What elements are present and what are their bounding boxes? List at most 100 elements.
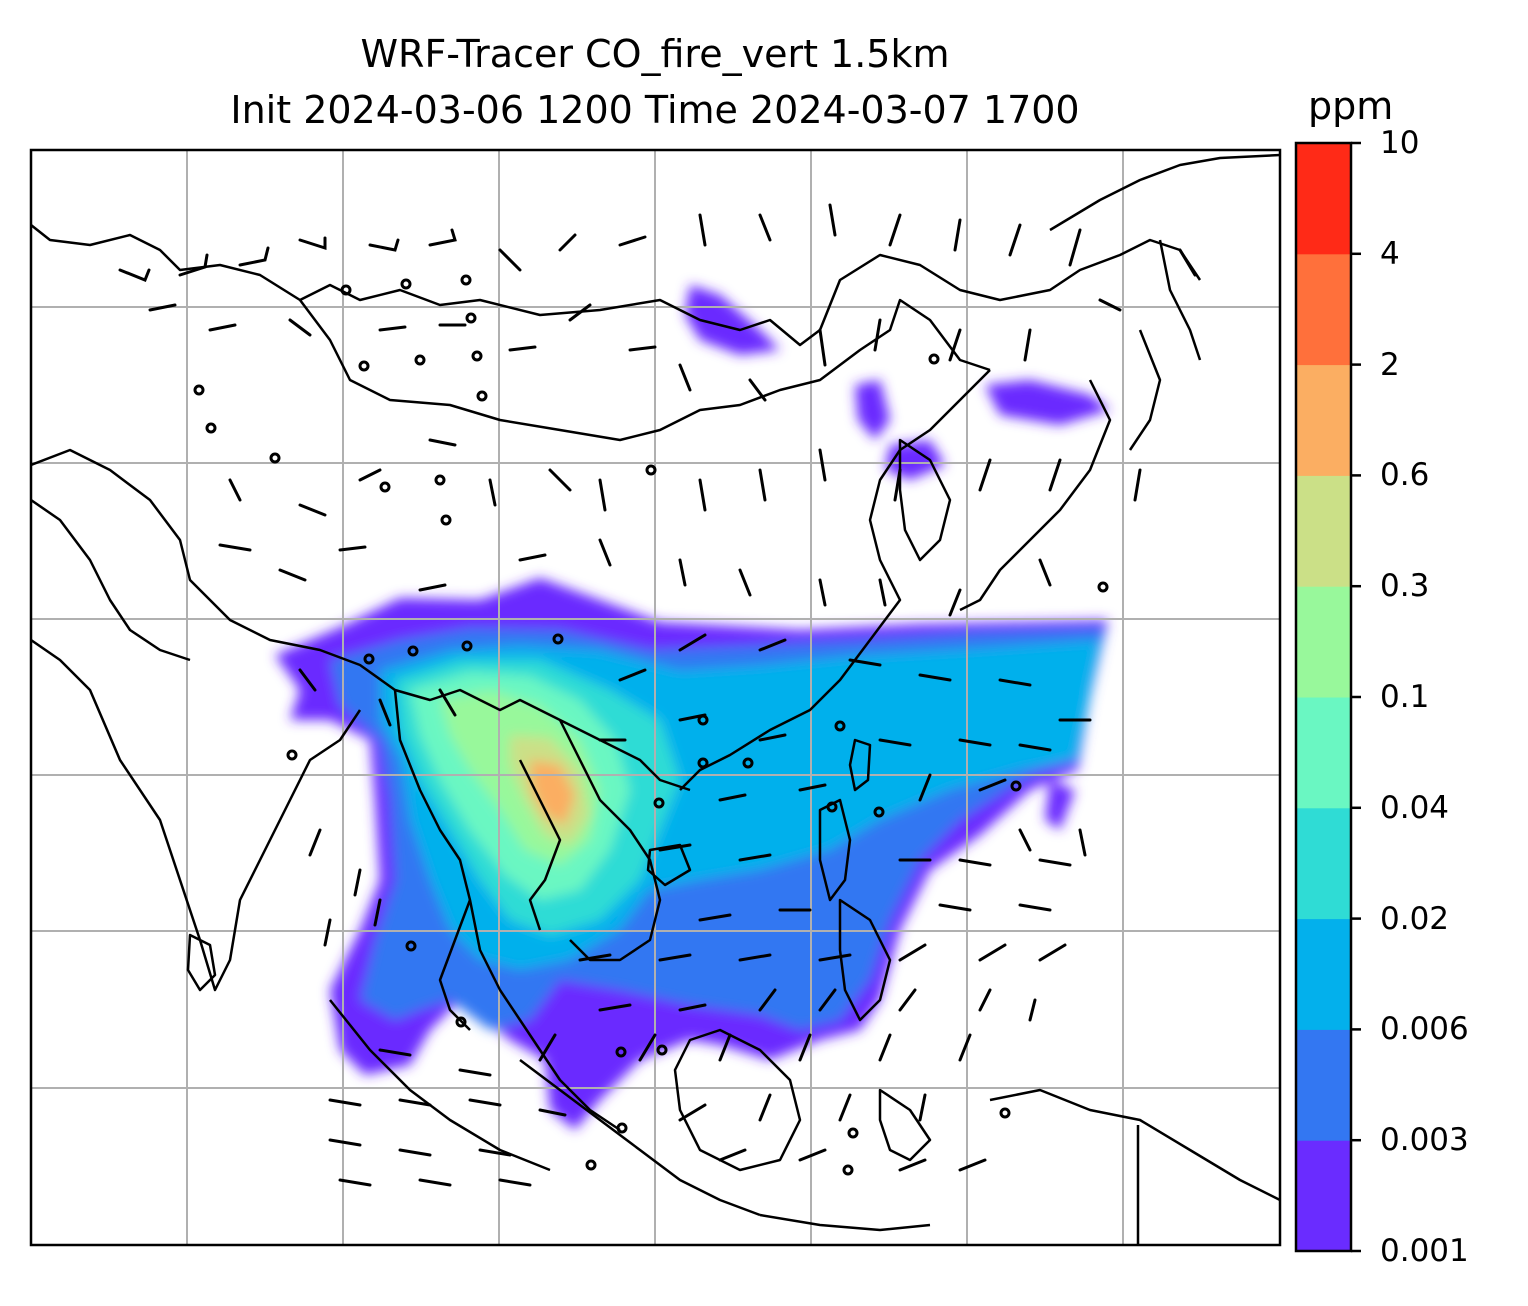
wind-barb xyxy=(658,953,692,962)
wind-barb xyxy=(578,953,612,962)
coastlines xyxy=(31,153,1280,1245)
wind-barb xyxy=(818,328,827,367)
colorbar-tick-label: 2 xyxy=(1380,346,1400,383)
wind-barb xyxy=(468,1098,502,1107)
wind-barb xyxy=(818,988,837,1012)
wind-barb xyxy=(598,1003,632,1012)
wind-barb xyxy=(948,588,962,617)
wind-barb xyxy=(738,853,772,862)
wind-barb xyxy=(758,988,777,1012)
wind-barb xyxy=(1038,558,1052,587)
colorbar-tick-label: 0.003 xyxy=(1380,1122,1469,1159)
wind-barb xyxy=(818,578,827,607)
wind-barbs xyxy=(118,203,1197,1187)
wind-barb xyxy=(353,868,362,897)
wind-barb xyxy=(738,953,772,962)
wind-barb xyxy=(118,268,151,282)
wind-barb xyxy=(658,843,692,852)
map-gridlines xyxy=(31,150,1280,1245)
wind-barb xyxy=(898,988,917,1012)
wind-barb xyxy=(958,1033,972,1062)
wind-barb xyxy=(368,238,400,252)
colorbar-segment xyxy=(1296,143,1351,255)
colorbar-tick-label: 10 xyxy=(1380,125,1420,161)
wind-barb xyxy=(738,568,752,597)
wind-barb xyxy=(338,545,367,552)
wind-barb xyxy=(798,1033,812,1062)
wind-barb xyxy=(148,303,177,312)
wind-barb xyxy=(428,228,457,247)
wind-barb xyxy=(378,325,407,332)
wind-barb xyxy=(848,658,882,667)
wind-barb xyxy=(228,478,242,502)
wind-barb xyxy=(1133,468,1142,502)
wind-barb xyxy=(218,543,252,552)
wind-barb xyxy=(298,503,327,517)
wind-barb xyxy=(698,213,707,247)
wind-barb xyxy=(638,1033,657,1062)
wind-barb xyxy=(538,1033,557,1062)
wind-barb xyxy=(758,468,767,502)
wind-barb xyxy=(628,345,657,352)
colorbar-segment xyxy=(1296,807,1351,920)
wind-barb xyxy=(278,568,307,582)
wind-barb xyxy=(308,828,322,857)
colorbar-tick-label: 4 xyxy=(1380,235,1400,272)
wind-barb xyxy=(878,738,912,747)
colorbar-tick-label: 0.006 xyxy=(1380,1011,1469,1048)
colorbar-unit-label: ppm xyxy=(1308,84,1394,128)
colorbar-segment xyxy=(1296,918,1351,1030)
wind-barb xyxy=(1008,223,1022,257)
wind-barb xyxy=(398,1148,432,1157)
wind-barb xyxy=(438,688,457,717)
colorbar-tick-label: 0.02 xyxy=(1380,900,1450,937)
wind-barb xyxy=(548,468,572,492)
wind-barb xyxy=(758,1093,772,1122)
colorbar-segment xyxy=(1296,697,1351,809)
wind-barb xyxy=(998,678,1032,687)
wind-barb xyxy=(798,1148,827,1162)
wind-barb xyxy=(718,793,747,802)
wind-barb xyxy=(338,1178,372,1187)
wind-barb xyxy=(478,1148,512,1157)
colorbar xyxy=(1294,141,1361,1253)
wind-barb xyxy=(328,1098,362,1107)
colorbar-segment xyxy=(1296,253,1351,366)
wind-barb xyxy=(818,953,852,962)
calm-wind-markers xyxy=(193,274,1109,1176)
co-region-lowest xyxy=(685,285,780,355)
co-region-lowest xyxy=(985,380,1110,425)
colorbar-segment xyxy=(1296,1140,1351,1252)
wind-barb xyxy=(978,988,992,1012)
wind-barb xyxy=(488,478,497,507)
wind-barb xyxy=(558,233,577,252)
wind-barb xyxy=(418,1178,452,1187)
wind-barb xyxy=(1078,828,1087,857)
wind-barb xyxy=(238,246,270,267)
co-region-lowest xyxy=(855,380,890,440)
wind-barb xyxy=(953,218,962,252)
colorbar-segment xyxy=(1296,475,1351,587)
wind-barb xyxy=(1028,998,1037,1022)
wind-barb xyxy=(698,478,707,512)
colorbar-segment xyxy=(1296,364,1351,476)
wind-barb xyxy=(678,1003,707,1012)
wind-barb xyxy=(178,253,209,277)
wind-barb xyxy=(818,448,827,482)
wind-barb xyxy=(1038,943,1067,962)
wind-barb xyxy=(893,468,902,502)
wind-barb xyxy=(718,1033,732,1062)
wind-barb xyxy=(758,213,772,242)
wind-barb xyxy=(838,1093,852,1122)
wind-barb xyxy=(958,1158,987,1172)
wind-barb xyxy=(678,558,687,587)
co-region-06 xyxy=(530,760,575,825)
wind-barb xyxy=(458,1068,492,1077)
wind-barb xyxy=(873,318,882,352)
wind-barb xyxy=(918,673,952,682)
wind-barb xyxy=(378,698,392,727)
wind-barb xyxy=(948,328,962,362)
wind-barb xyxy=(958,738,992,747)
wind-barb xyxy=(518,553,547,562)
wind-barb xyxy=(1018,903,1052,912)
